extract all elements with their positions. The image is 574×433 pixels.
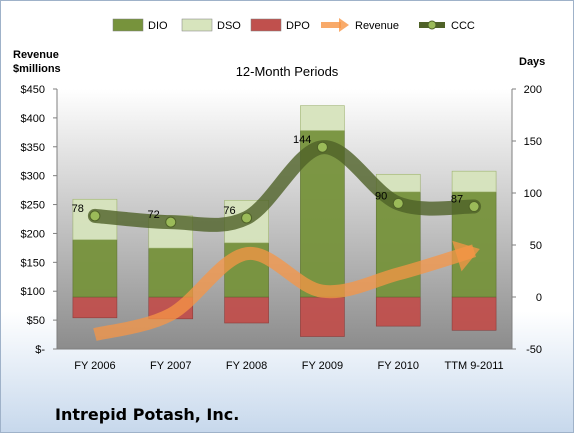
bar-dpo [375, 296, 421, 327]
legend-marker-ccc [427, 20, 437, 30]
left-tick-label: $450 [21, 84, 45, 96]
left-tick-label: $100 [21, 286, 45, 298]
bar-dso [451, 170, 497, 193]
ccc-point [316, 141, 328, 153]
right-tick-label: -50 [526, 344, 542, 356]
right-tick-label: 50 [530, 240, 542, 252]
x-tick-label: FY 2007 [150, 360, 191, 372]
ccc-point [468, 201, 480, 213]
right-tick-label: 0 [536, 292, 542, 304]
legend-swatch [181, 18, 213, 32]
bar-dso [300, 105, 345, 131]
revenue-arrow-head [452, 240, 480, 272]
x-tick-label: TTM 9-2011 [445, 360, 504, 372]
ccc-data-label: 72 [148, 209, 160, 221]
left-tick-label: $200 [21, 228, 45, 240]
ccc-point [165, 216, 177, 228]
left-tick-label: $50 [27, 315, 45, 327]
legend-label: CCC [451, 20, 475, 32]
revenue-line [93, 244, 476, 341]
legend: DIO DSO DPO Revenue CCC [112, 18, 475, 32]
chart-title: 12-Month Periods [236, 64, 339, 79]
left-tick-label: $250 [21, 200, 45, 212]
ccc-data-label: 87 [451, 194, 463, 206]
x-tick-label: FY 2010 [378, 360, 419, 372]
left-tick-label: $- [35, 344, 45, 356]
legend-swatch [250, 18, 282, 32]
left-tick-label: $350 [21, 142, 45, 154]
right-tick-label: 200 [524, 84, 542, 96]
ccc-point [241, 212, 253, 224]
left-axis-title-line1: Revenue [13, 49, 59, 61]
right-tick-label: 100 [524, 188, 542, 200]
legend-label: DSO [217, 20, 241, 32]
legend-arrow-revenue [339, 18, 349, 32]
left-tick-label: $300 [21, 171, 45, 183]
bar-dpo [224, 296, 269, 324]
left-tick-label: $400 [21, 113, 45, 125]
x-tick-label: FY 2006 [74, 360, 115, 372]
ccc-data-label: 144 [293, 134, 311, 146]
ccc-data-label: 78 [72, 203, 84, 215]
ccc-point [392, 197, 404, 209]
ccc-point [89, 210, 101, 222]
left-axis-title-line2: $millions [13, 63, 61, 75]
right-tick-label: 150 [524, 136, 542, 148]
chart-marks: $- $50 $100 $150 $200 $250 $300 $350 $400 $450 -50… [21, 84, 542, 372]
legend-label: DPO [286, 20, 310, 32]
ccc-data-label: 76 [223, 205, 235, 217]
x-tick-label: FY 2009 [302, 360, 343, 372]
right-axis-title: Days [519, 56, 545, 68]
bar-dpo [300, 296, 345, 337]
bar-dpo [451, 296, 497, 331]
legend-swatch [112, 18, 144, 32]
company-name: Intrepid Potash, Inc. [55, 405, 240, 424]
legend-label: Revenue [355, 20, 399, 32]
x-tick-label: FY 2008 [226, 360, 267, 372]
chart-canvas: DIO DSO DPO Revenue CCC 12-Month Periods Rev… [13, 18, 545, 372]
bar-dpo [72, 296, 118, 319]
bar-dio [72, 239, 118, 298]
left-tick-label: $150 [21, 257, 45, 269]
ccc-data-label: 90 [375, 190, 387, 202]
legend-label: DIO [148, 20, 168, 32]
bar-dio [148, 247, 194, 298]
